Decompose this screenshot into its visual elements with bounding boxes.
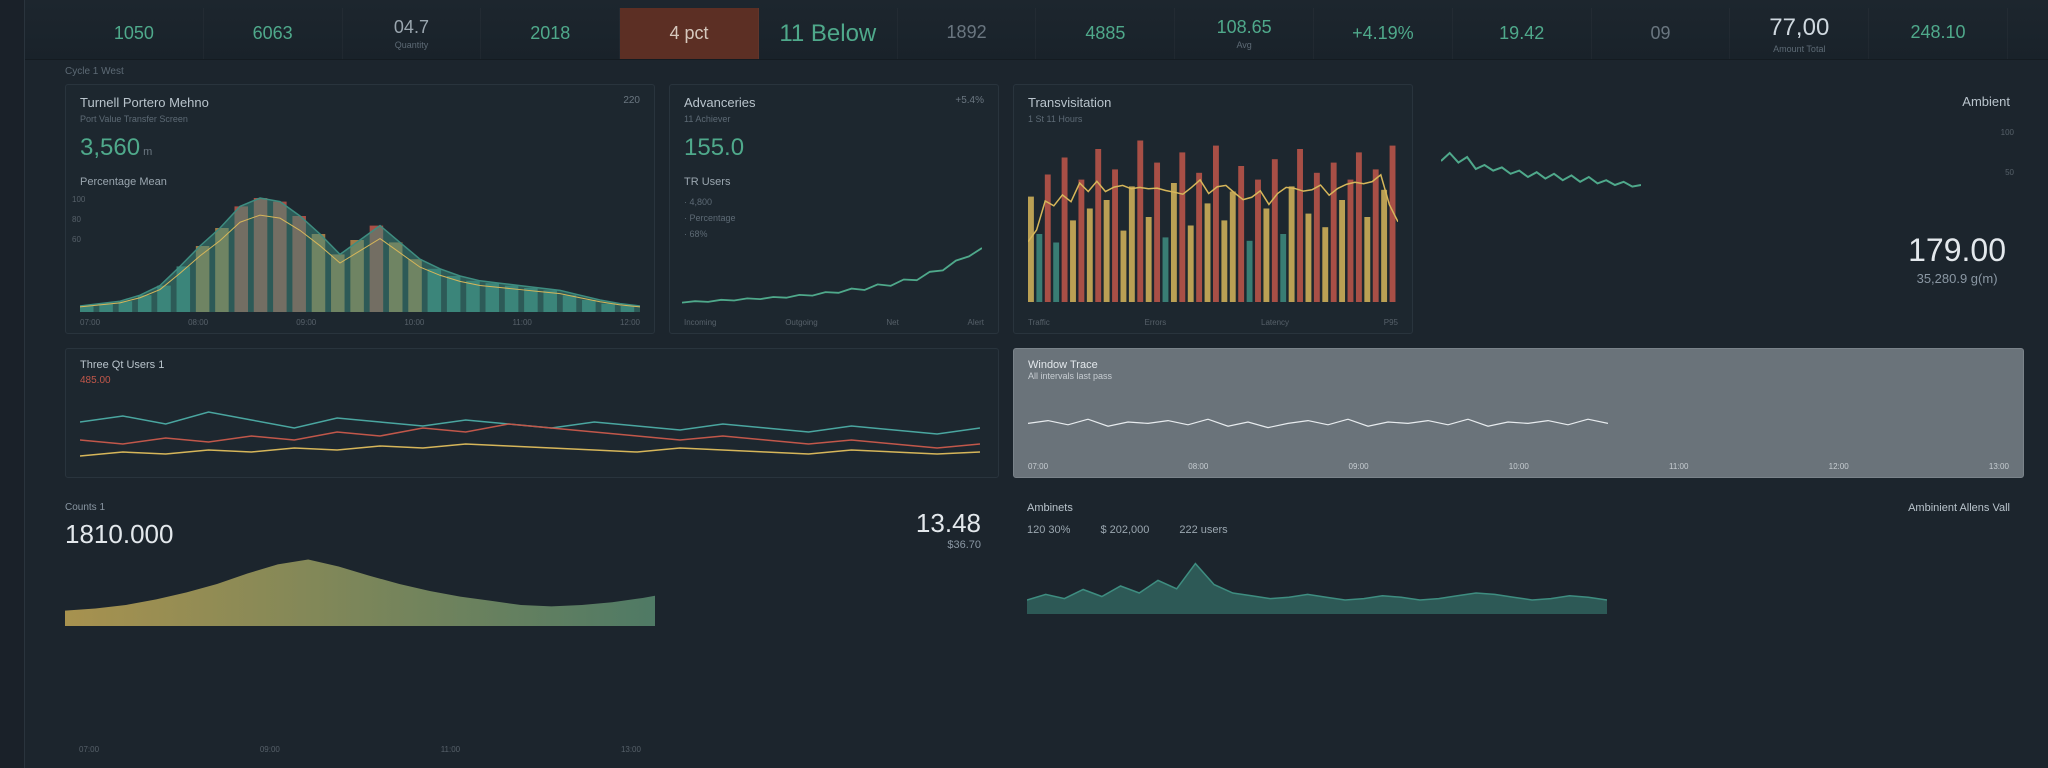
kpi-cell[interactable]: 4885 [1036, 8, 1175, 59]
kpi-cell[interactable]: 2018 [481, 8, 620, 59]
kpi-cell[interactable]: +4.19% [1314, 8, 1453, 59]
kpi-cell[interactable]: 4 pct [620, 8, 759, 59]
card-title: Counts 1 [65, 502, 641, 513]
big-value: 179.00 [1908, 232, 2006, 269]
area-chart [1027, 544, 1607, 614]
counts2-card[interactable]: 13.48 $36.70 [669, 492, 999, 760]
red-sub: 485.00 [80, 375, 984, 386]
kpi-cell[interactable]: 11 Below [759, 8, 898, 59]
metric-value: 1810.000 [65, 519, 641, 550]
x-axis: 07:0008:0009:0010:0011:0012:00 [80, 318, 640, 327]
big-sub: 35,280.9 g(m) [1908, 271, 2006, 286]
main-grid: Turnell Portero Mehno Port Value Transfe… [65, 84, 2024, 760]
card-note: All intervals last pass [1028, 371, 2009, 381]
x-axis: 07:0009:0011:0013:00 [79, 745, 641, 754]
portfolio-card[interactable]: Turnell Portero Mehno Port Value Transfe… [65, 84, 655, 334]
stat-strip: 120 30%$ 202,000222 users [1027, 524, 2010, 536]
title-right: Ambinient Allens Vall [1908, 502, 2010, 514]
line-chart [1441, 129, 1641, 209]
dashboard-screen: 1050606304.7Quantity20184 pct11 Below189… [24, 0, 2048, 768]
y-label: 100 [72, 195, 85, 204]
card-title: Three Qt Users 1 [80, 359, 984, 371]
title-left: Ambinets [1027, 502, 1073, 514]
area-bar-chart [80, 192, 640, 312]
line-chart [1028, 387, 1608, 457]
y-label: 100 [2001, 128, 2014, 137]
multiline-chart [80, 392, 980, 472]
kpi-cell[interactable]: 1892 [898, 8, 1037, 59]
big-number: 179.00 35,280.9 g(m) [1908, 232, 2006, 286]
metric-value: 3,560 [80, 134, 140, 161]
ambient-bottom-card[interactable]: Ambinets Ambinient Allens Vall 120 30%$ … [1013, 492, 2024, 760]
y-label: 80 [72, 215, 81, 224]
kpi-cell[interactable]: 6063 [204, 8, 343, 59]
y-label: 50 [2005, 168, 2014, 177]
section-label: TR Users [684, 176, 984, 188]
card-subtitle: 11 Achiever [684, 114, 984, 124]
ambient-top-card[interactable]: Ambient 100 50 179.00 35,280.9 g(m) [1427, 84, 2024, 334]
y-label: 60 [72, 235, 81, 244]
metric-value: 155.0 [684, 134, 744, 161]
card-title: Turnell Portero Mehno [80, 95, 640, 110]
legend: TrafficErrorsLatencyP95 [1028, 318, 1398, 327]
kpi-cell[interactable]: 19.42 [1453, 8, 1592, 59]
kpi-cell[interactable]: 108.65Avg [1175, 8, 1314, 59]
card-title: Ambient [1441, 94, 2010, 109]
card-title: Window Trace [1028, 359, 2009, 371]
breadcrumb: Cycle 1 West [25, 60, 2048, 77]
card-subtitle: Port Value Transfer Screen [80, 114, 640, 124]
kpi-cell[interactable]: 77,00Amount Total [1730, 8, 1869, 59]
card-badge: 220 [623, 95, 640, 106]
kpi-strip: 1050606304.7Quantity20184 pct11 Below189… [25, 0, 2048, 60]
card-title: Advanceries [684, 95, 984, 110]
section-label: Percentage Mean [80, 176, 640, 188]
kpi-cell[interactable]: 04.7Quantity [343, 8, 482, 59]
x-axis: 07:0008:0009:0010:0011:0012:0013:00 [1028, 462, 2009, 471]
kpi-cell[interactable]: 1050 [65, 8, 204, 59]
card-subtitle: 1 St 11 Hours [1028, 114, 1398, 124]
area-chart [65, 556, 655, 626]
window-trace-card[interactable]: Window Trace All intervals last pass 07:… [1013, 348, 2024, 478]
kpi-cell[interactable]: 09 [1592, 8, 1731, 59]
line-chart [682, 241, 982, 311]
kpi-cell[interactable]: 248.10 [1869, 8, 2008, 59]
card-badge: +5.4% [955, 95, 984, 106]
counts-card[interactable]: Counts 1 1810.000 07:0009:0011:0013:00 [65, 492, 655, 760]
three-qt-card[interactable]: Three Qt Users 1 485.00 [65, 348, 999, 478]
legend: IncomingOutgoingNetAlert [684, 318, 984, 327]
metric-value: 13.48 [916, 508, 981, 539]
bar-chart [1028, 132, 1398, 302]
advanceries-card[interactable]: Advanceries 11 Achiever +5.4% 155.0 TR U… [669, 84, 999, 334]
metric-sub: $36.70 [916, 539, 981, 551]
card-title: Transvisitation [1028, 95, 1398, 110]
metric-unit: m [143, 146, 152, 158]
transvisitation-card[interactable]: Transvisitation 1 St 11 Hours TrafficErr… [1013, 84, 1413, 334]
bullet-list: · 4,800· Percentage· 68% [684, 194, 984, 243]
